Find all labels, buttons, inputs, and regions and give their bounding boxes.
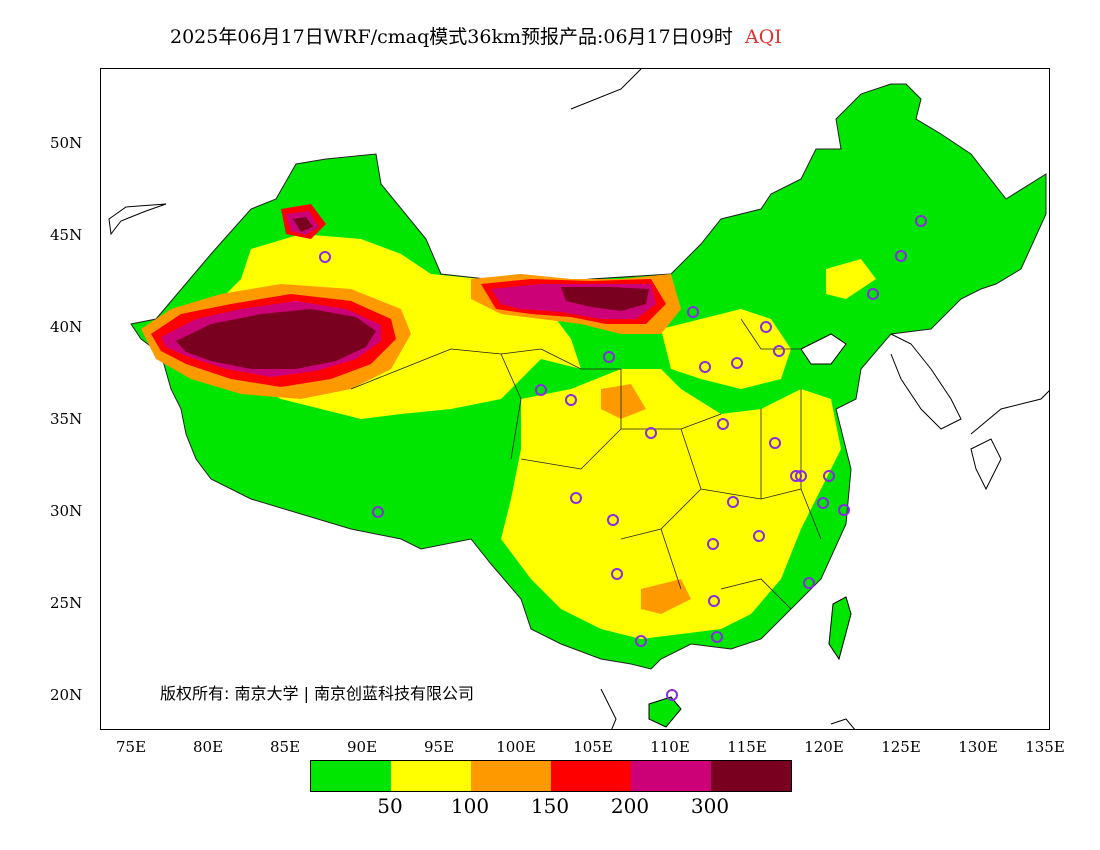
station-marker [803,577,815,589]
region-good [130,83,1047,670]
lat-label-20n: 20N [50,686,83,704]
station-marker [760,321,772,333]
region-moderate-north [661,309,791,389]
station-marker [699,361,711,373]
title-text: 2025年06月17日WRF/cmaq模式36km预报产品:06月17日09时 [170,26,733,48]
legend-swatch-sensitive [471,761,551,791]
legend-label-150: 150 [530,794,570,818]
hainan [648,696,682,728]
lon-label-115e: 115E [727,738,767,756]
legend-swatch-very-unhealthy [631,761,711,791]
lon-label-75e: 75E [115,738,147,756]
japan-kyushu [970,438,1002,491]
station-marker [895,250,907,262]
lon-label-95e: 95E [423,738,455,756]
lat-label-30n: 30N [50,502,83,520]
vietnam-coast [600,688,617,729]
lat-label-40n: 40N [50,318,83,336]
station-marker [708,595,720,607]
balkhash-lake [108,203,167,236]
station-marker [603,351,615,363]
legend-label-300: 300 [690,794,730,818]
legend-swatch-hazardous [711,761,791,791]
station-marker [790,470,802,482]
lat-label-50n: 50N [50,134,83,152]
legend-label-100: 100 [450,794,490,818]
station-marker [817,497,829,509]
station-marker [915,215,927,227]
aqi-legend [310,760,792,792]
region-sensitive-small1 [601,384,646,419]
region-moderate-east [501,369,841,639]
korea-coast [890,333,962,430]
region-hazardous-gobi [561,287,649,311]
lon-label-130e: 130E [958,738,998,756]
station-marker [607,514,619,526]
station-marker [731,357,743,369]
lon-label-90e: 90E [346,738,378,756]
lat-label-45n: 45N [50,226,83,244]
japan-coast [970,390,1049,435]
lon-label-125e: 125E [881,738,921,756]
taiwan [828,596,852,661]
station-marker [570,492,582,504]
lon-label-135e: 135E [1025,738,1065,756]
station-marker [773,345,785,357]
region-moderate-ne [826,259,876,299]
lat-label-25n: 25N [50,594,83,612]
station-marker [711,631,723,643]
station-marker [666,689,678,701]
station-marker [565,394,577,406]
legend-swatch-unhealthy [551,761,631,791]
philippines-coast [830,718,855,729]
lon-label-110e: 110E [650,738,690,756]
station-marker [635,635,647,647]
region-hazardous-taklimakan [176,309,376,369]
region-hazardous-north [293,217,313,232]
region-sensitive-small2 [641,579,691,614]
map-frame [100,68,1050,730]
station-marker [535,384,547,396]
station-marker [372,506,384,518]
station-marker [611,568,623,580]
station-marker [838,504,850,516]
station-marker [645,427,657,439]
map-title: 2025年06月17日WRF/cmaq模式36km预报产品:06月17日09时 … [170,22,782,49]
station-marker [823,470,835,482]
station-marker [727,496,739,508]
station-marker [867,288,879,300]
legend-label-50: 50 [377,794,403,818]
aqi-map [108,69,1049,729]
legend-swatch-moderate [391,761,471,791]
lon-label-120e: 120E [804,738,844,756]
lon-label-100e: 100E [496,738,536,756]
station-marker [769,437,781,449]
province-boundaries [350,318,822,610]
title-variable: AQI [744,26,782,48]
station-marker [687,306,699,318]
legend-label-200: 200 [610,794,650,818]
sakhalin-coast [570,69,642,110]
station-marker [319,251,331,263]
station-marker [707,538,719,550]
station-marker [717,418,729,430]
lon-label-80e: 80E [192,738,224,756]
lon-label-85e: 85E [269,738,301,756]
lat-label-35n: 35N [50,410,83,428]
station-marker [795,470,807,482]
copyright-text: 版权所有: 南京大学 | 南京创蓝科技有限公司 [160,684,475,703]
bohai-sea [800,333,847,365]
legend-swatch-good [311,761,391,791]
station-marker [753,530,765,542]
lon-label-105e: 105E [573,738,613,756]
